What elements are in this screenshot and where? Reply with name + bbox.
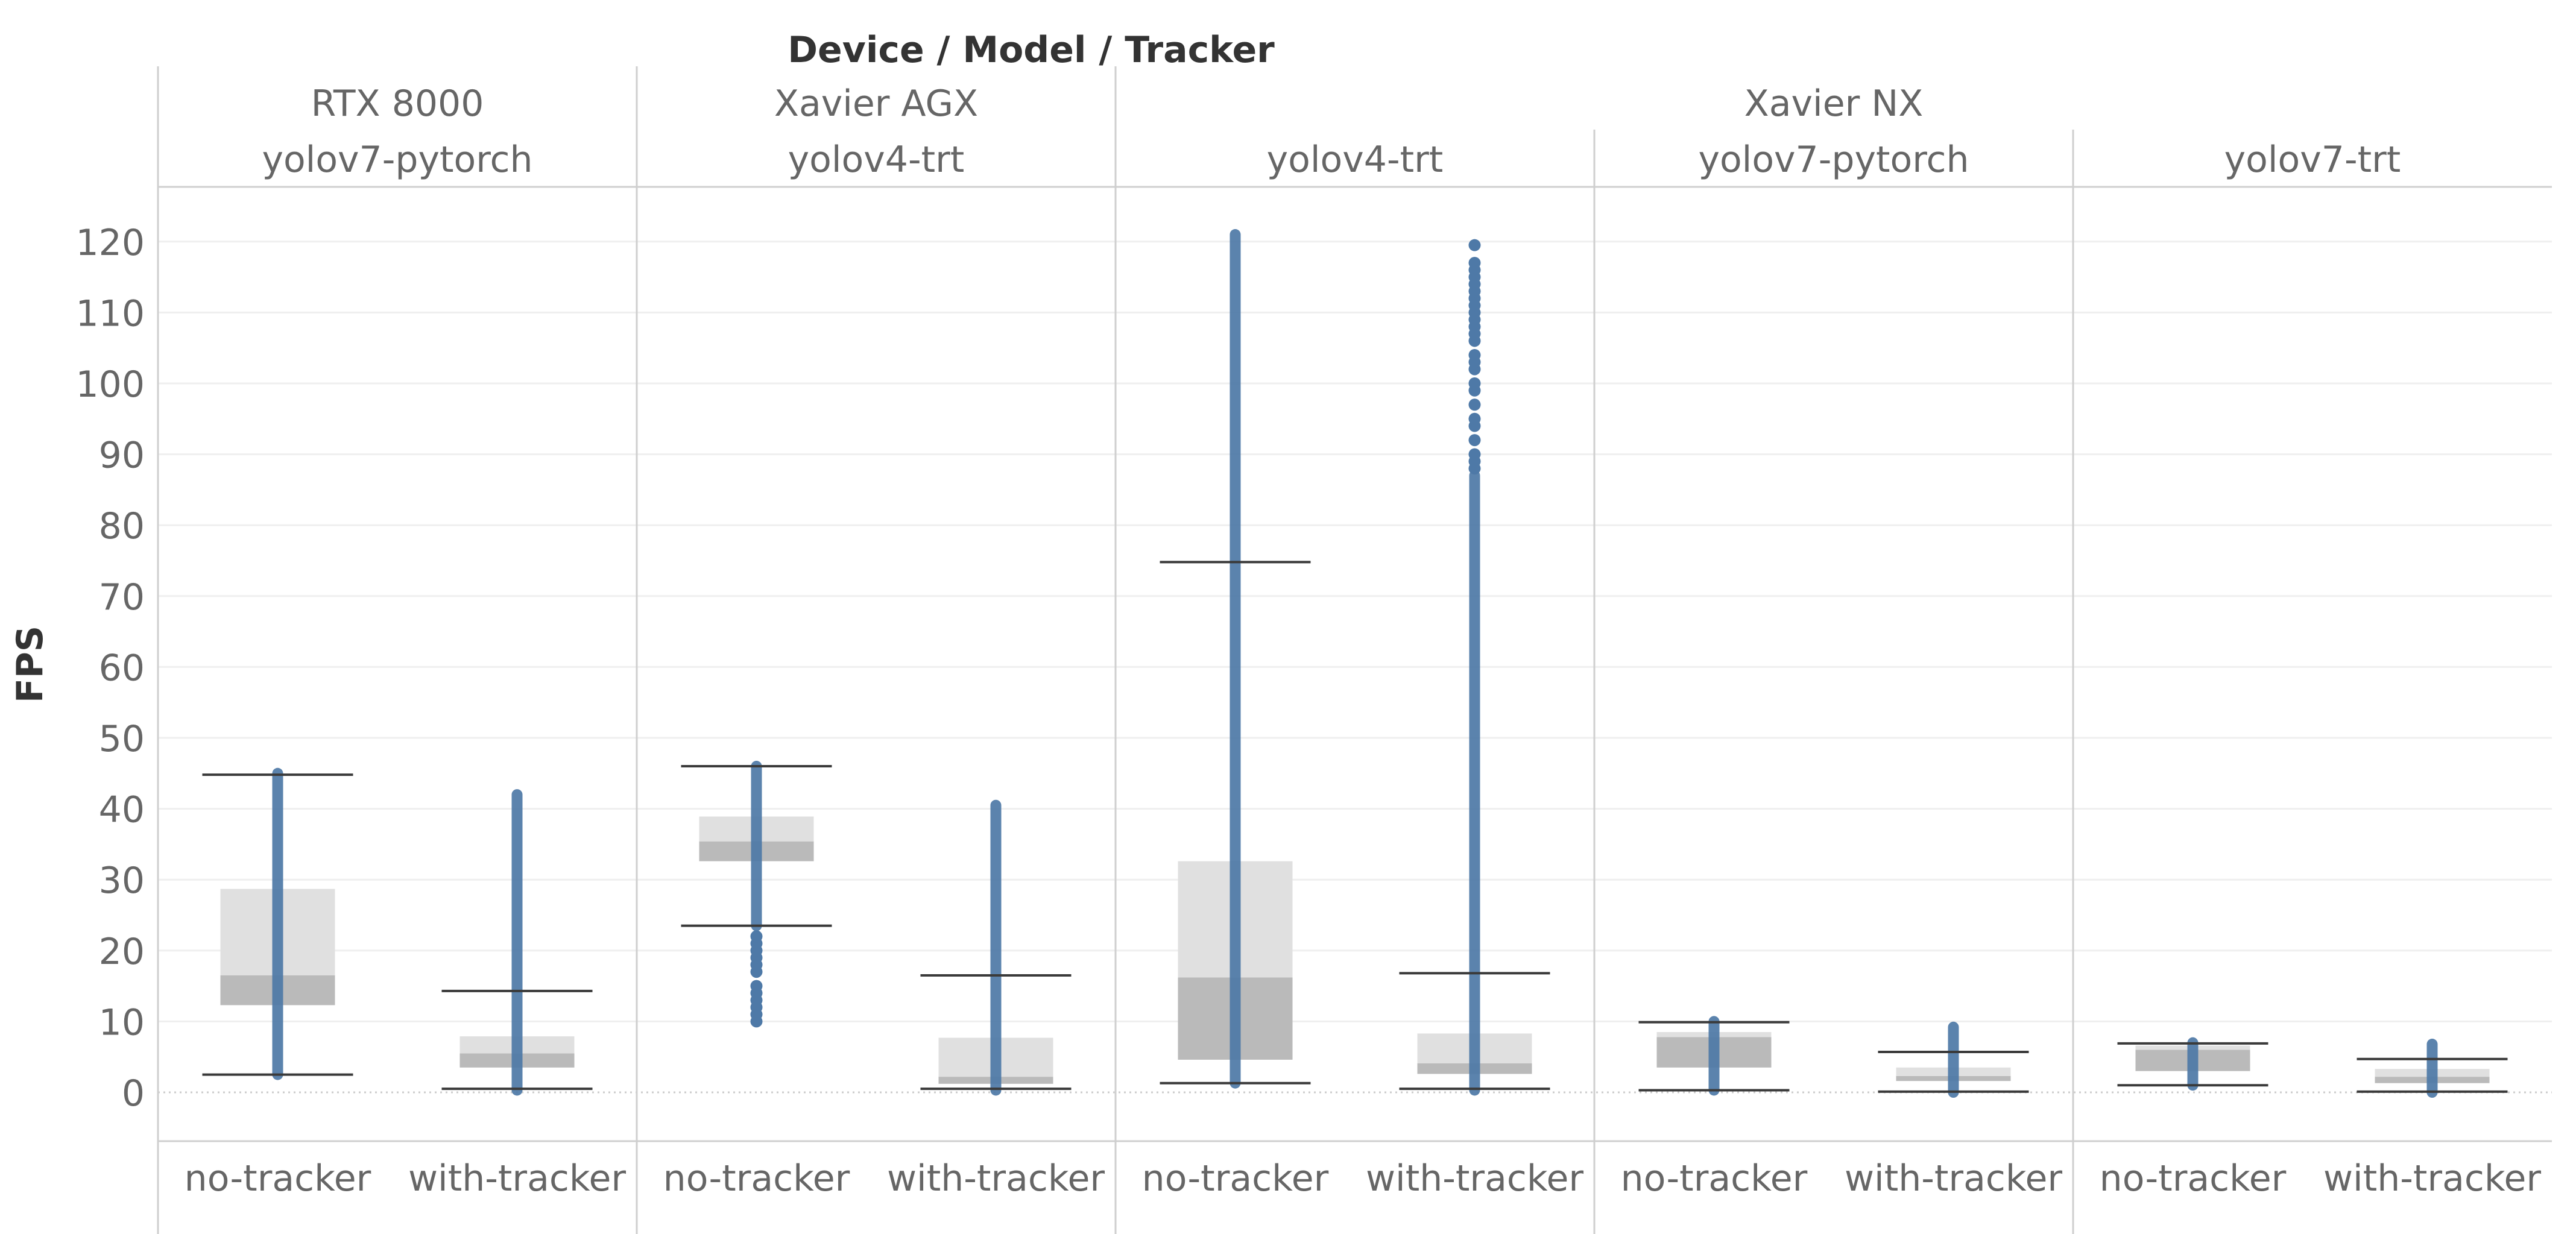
y-tick-label: 10	[99, 1001, 145, 1044]
outlier-point	[1468, 239, 1481, 251]
column-headers: RTX 8000 Xavier AGX Xavier NX yolov7-pytorc…	[262, 83, 2401, 181]
tracker-label: no-tracker	[663, 1157, 850, 1200]
y-axis-title: FPS	[9, 626, 51, 703]
y-tick-label: 100	[75, 364, 145, 406]
box-rtx-8000-yolov7-pytorch-no-tracker	[202, 767, 353, 1080]
tracker-label: with-tracker	[887, 1157, 1105, 1200]
outlier-point	[1468, 348, 1481, 361]
y-tick-label: 30	[99, 860, 145, 902]
model-header: yolov7-pytorch	[262, 139, 532, 181]
tracker-label: no-tracker	[185, 1157, 371, 1200]
x-axis-tracker-labels: no-tracker with-tracker no-tracker with-tra…	[185, 1157, 2542, 1200]
tracker-label: with-tracker	[2323, 1157, 2541, 1200]
box-xavier-nx-yolov7-pytorch-with-tracker	[1878, 1021, 2029, 1098]
box-xavier-nx-yolov4-trt-no-tracker	[1160, 229, 1311, 1089]
y-tick-label: 0	[122, 1072, 145, 1115]
y-tick-label: 120	[75, 222, 145, 264]
y-tick-label: 50	[99, 718, 145, 760]
device-header: Xavier NX	[1744, 83, 1924, 125]
outlier-point	[1468, 434, 1481, 447]
y-tick-label: 70	[99, 576, 145, 619]
tracker-label: no-tracker	[1142, 1157, 1329, 1200]
outlier-point	[1468, 412, 1481, 425]
box-xavier-nx-yolov7-trt-no-tracker	[2117, 1037, 2268, 1091]
y-tick-label: 60	[99, 647, 145, 689]
box-xavier-agx-yolov4-trt-no-tracker	[681, 761, 832, 1028]
outlier-point	[1468, 398, 1481, 411]
tracker-label: with-tracker	[1845, 1157, 2062, 1200]
y-tick-label: 90	[99, 435, 145, 477]
model-header: yolov7-pytorch	[1698, 139, 1969, 181]
box-rtx-8000-yolov7-pytorch-with-tracker	[441, 789, 593, 1096]
y-tick-label: 40	[99, 789, 145, 831]
outlier-point	[750, 930, 763, 943]
outlier-point	[1468, 377, 1481, 389]
device-header: Xavier AGX	[774, 83, 978, 125]
y-tick-label: 110	[75, 292, 145, 335]
model-header: yolov4-trt	[1267, 139, 1444, 181]
y-tick-label: 80	[99, 505, 145, 547]
gridlines	[158, 241, 2552, 1094]
panel-frame	[157, 66, 2552, 1234]
model-header: yolov7-trt	[2224, 139, 2401, 181]
tracker-label: no-tracker	[1621, 1157, 1808, 1200]
y-tick-label: 20	[99, 931, 145, 973]
outlier-point	[1468, 448, 1481, 461]
box-xavier-agx-yolov4-trt-with-tracker	[920, 799, 1072, 1096]
box-xavier-nx-yolov7-pytorch-no-tracker	[1638, 1016, 1790, 1096]
outlier-point	[750, 980, 763, 992]
tracker-label: with-tracker	[1366, 1157, 1583, 1200]
outlier-point	[1468, 257, 1481, 269]
box-xavier-nx-yolov7-trt-with-tracker	[2357, 1039, 2508, 1098]
tracker-label: no-tracker	[2100, 1157, 2287, 1200]
model-header: yolov4-trt	[788, 139, 965, 181]
box-xavier-nx-yolov4-trt-with-tracker	[1399, 239, 1550, 1096]
chart-title: Device / Model / Tracker	[788, 29, 1275, 71]
tracker-label: with-tracker	[408, 1157, 626, 1200]
device-header: RTX 8000	[311, 83, 484, 125]
y-axis: 0 10 20 30 40 50 60 70 80 90 100 110 120	[75, 222, 145, 1115]
box-plots	[202, 229, 2508, 1098]
